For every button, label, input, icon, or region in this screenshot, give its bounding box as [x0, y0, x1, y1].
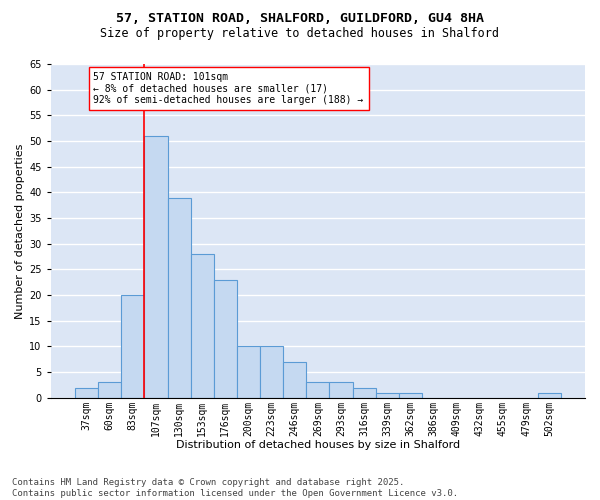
Bar — [329, 382, 353, 398]
Y-axis label: Number of detached properties: Number of detached properties — [15, 143, 25, 318]
Bar — [376, 392, 399, 398]
Bar — [283, 362, 306, 398]
Text: Size of property relative to detached houses in Shalford: Size of property relative to detached ho… — [101, 28, 499, 40]
Bar — [75, 388, 98, 398]
Bar — [121, 295, 145, 398]
Bar — [98, 382, 121, 398]
Bar — [353, 388, 376, 398]
X-axis label: Distribution of detached houses by size in Shalford: Distribution of detached houses by size … — [176, 440, 460, 450]
Bar — [237, 346, 260, 398]
Bar — [306, 382, 329, 398]
Bar — [145, 136, 167, 398]
Bar — [399, 392, 422, 398]
Bar — [260, 346, 283, 398]
Text: 57 STATION ROAD: 101sqm
← 8% of detached houses are smaller (17)
92% of semi-det: 57 STATION ROAD: 101sqm ← 8% of detached… — [94, 72, 364, 105]
Bar — [191, 254, 214, 398]
Bar — [167, 198, 191, 398]
Bar — [214, 280, 237, 398]
Text: 57, STATION ROAD, SHALFORD, GUILDFORD, GU4 8HA: 57, STATION ROAD, SHALFORD, GUILDFORD, G… — [116, 12, 484, 26]
Bar — [538, 392, 561, 398]
Text: Contains HM Land Registry data © Crown copyright and database right 2025.
Contai: Contains HM Land Registry data © Crown c… — [12, 478, 458, 498]
